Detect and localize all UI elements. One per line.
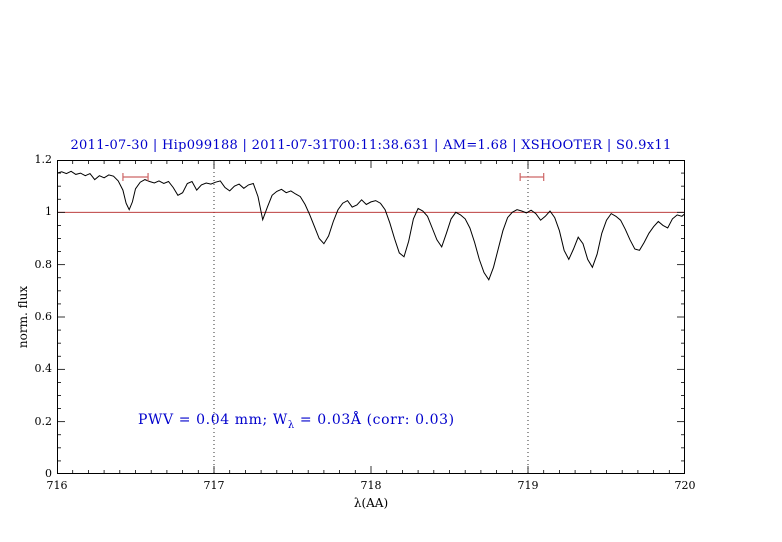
x-tick-label: 716 bbox=[46, 479, 68, 492]
pwv-annotation-text: PWV = 0.04 mm; W bbox=[138, 412, 288, 428]
pwv-annotation: PWV = 0.04 mm; Wλ = 0.03Å (corr: 0.03) bbox=[138, 412, 455, 431]
plot-frame bbox=[57, 160, 685, 474]
x-tick-label: 718 bbox=[360, 479, 382, 492]
plot-title: 2011-07-30 | Hip099188 | 2011-07-31T00:1… bbox=[70, 138, 672, 153]
y-tick-label: 1 bbox=[45, 205, 52, 218]
x-tick-label: 717 bbox=[203, 479, 225, 492]
pwv-annotation-text: = 0.03Å (corr: 0.03) bbox=[294, 412, 455, 428]
y-tick-label: 0.8 bbox=[34, 258, 53, 271]
y-tick-label: 0.6 bbox=[34, 310, 53, 323]
y-tick-label: 0.4 bbox=[34, 362, 53, 375]
x-tick-label: 720 bbox=[674, 479, 696, 492]
y-tick-label: 0 bbox=[45, 467, 52, 480]
x-tick-label: 719 bbox=[517, 479, 539, 492]
spectrum-line bbox=[57, 170, 685, 281]
x-axis-label: λ(AA) bbox=[353, 496, 389, 510]
y-axis-label: norm. flux bbox=[16, 285, 30, 349]
y-tick-label: 0.2 bbox=[34, 415, 53, 428]
y-tick-label: 1.2 bbox=[34, 153, 53, 166]
pwv-annotation-subscript: λ bbox=[287, 419, 295, 431]
spectrum-plot bbox=[57, 160, 685, 474]
